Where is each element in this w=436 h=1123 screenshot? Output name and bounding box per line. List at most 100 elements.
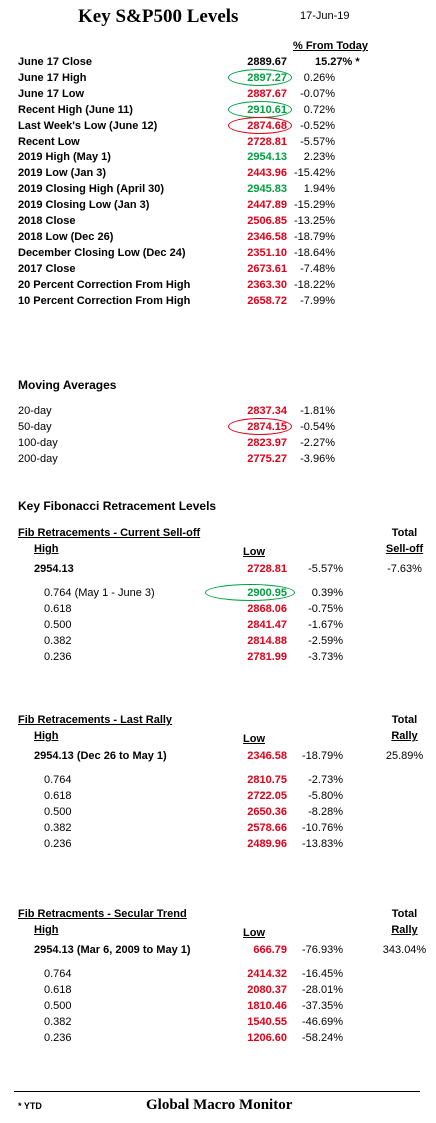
total-label: Total — [391, 714, 418, 726]
key-level-pct: -15.29% — [294, 199, 335, 212]
fib-base-value: 666.79 — [253, 944, 287, 956]
key-level-pct: -18.79% — [294, 230, 335, 243]
fib-ratio-pct: -37.35% — [302, 999, 343, 1012]
fib-ratio-pct: -3.73% — [308, 650, 343, 663]
key-level-label: June 17 Low — [18, 87, 85, 100]
high-header: High — [34, 543, 59, 555]
fib-ratio-value: 1540.55 — [247, 1015, 287, 1028]
fib-ratio-value: 1810.46 — [247, 999, 287, 1012]
key-level-pct: -7.99% — [300, 294, 335, 307]
fib-ratio-value: 2814.88 — [247, 634, 287, 647]
fib-ratio-value: 2810.75 — [247, 774, 287, 786]
fib-ratio-pct: -2.59% — [308, 634, 343, 647]
fib-ratio-label: 0.500 — [44, 618, 72, 631]
fib-base-label: 2954.13 — [34, 563, 74, 575]
key-level-value: 2351.10 — [247, 246, 287, 259]
ma-label: 20-day — [18, 405, 52, 417]
ma-pct: -1.81% — [300, 405, 335, 417]
fib-ratio-pct: -16.45% — [302, 968, 343, 980]
fib-ratio-pct: -5.80% — [308, 789, 343, 802]
fib-ratio-label: 0.382 — [44, 1015, 72, 1028]
key-level-value: 2363.30 — [247, 278, 287, 291]
key-level-value: 2447.89 — [247, 199, 287, 212]
key-level-pct: -15.42% — [294, 167, 335, 180]
fib-ratio-value: 2650.36 — [247, 805, 287, 818]
fib-ratio-pct: -13.83% — [302, 837, 343, 850]
key-level-label: 2018 Close — [18, 215, 76, 227]
key-level-pct: -7.48% — [300, 262, 335, 275]
total-label: Total — [391, 527, 418, 539]
ma-label: 50-day — [18, 420, 52, 433]
key-level-pct: -0.07% — [300, 87, 335, 100]
moving-averages-title: Moving Averages — [18, 378, 117, 392]
total-label-2: Rally — [391, 730, 418, 742]
total-label: Total — [391, 908, 418, 920]
high-header: High — [34, 730, 59, 742]
fib-ratio-value: 2868.06 — [247, 602, 287, 615]
ma-value: 2823.97 — [247, 436, 287, 449]
footnote-ytd: * YTD — [18, 1101, 42, 1111]
report-date: 17-Jun-19 — [300, 10, 350, 22]
fib-ratio-pct: -10.76% — [302, 821, 343, 834]
key-level-pct: 0.72% — [303, 103, 335, 116]
green-highlight-circle — [228, 100, 292, 118]
total-label-2: Rally — [391, 924, 418, 936]
ma-value: 2775.27 — [247, 452, 287, 465]
fib-ratio-value: 2080.37 — [247, 983, 287, 996]
fib-ratio-label: 0.500 — [44, 805, 72, 818]
footer-divider — [14, 1091, 420, 1092]
key-level-value: 2346.58 — [247, 230, 287, 243]
fib-total-value: 343.04% — [382, 944, 427, 956]
fib-ratio-label: 0.764 — [44, 968, 72, 980]
key-level-pct: -5.57% — [300, 135, 335, 148]
fib-section-title: Fib Retracements - Last Rally — [18, 714, 173, 726]
fib-section-title: Fib Retracements - Current Sell-off — [18, 527, 201, 539]
key-level-label: June 17 High — [18, 71, 87, 84]
low-header: Low — [243, 733, 265, 745]
fib-ratio-value: 2781.99 — [247, 650, 287, 663]
key-level-value: 2673.61 — [247, 262, 287, 275]
fib-total-value: -7.63% — [387, 563, 422, 575]
red-highlight-circle — [228, 116, 292, 134]
key-level-pct: 0.26% — [303, 71, 335, 84]
fib-ratio-label: 0.764 (May 1 - June 3) — [44, 587, 155, 599]
key-level-label: Last Week's Low (June 12) — [18, 119, 158, 132]
green-highlight-circle — [228, 68, 292, 86]
fib-ratio-value: 2489.96 — [247, 837, 287, 850]
key-level-value: 2658.72 — [247, 294, 287, 307]
key-level-label: June 17 Close — [18, 56, 92, 68]
key-level-value: 2728.81 — [247, 135, 287, 148]
fib-ratio-pct: -28.01% — [302, 983, 343, 996]
key-level-pct: -0.52% — [300, 119, 335, 132]
fib-base-label: 2954.13 (Dec 26 to May 1) — [34, 750, 167, 762]
fib-base-pct: -18.79% — [302, 750, 343, 762]
key-level-value: 2443.96 — [247, 167, 287, 180]
green-highlight-circle — [205, 584, 295, 601]
key-level-label: 2019 Closing High (April 30) — [18, 183, 165, 196]
key-level-label: 2018 Low (Dec 26) — [18, 230, 114, 243]
fib-ratio-label: 0.764 — [44, 774, 72, 786]
fib-ratio-pct: 0.39% — [311, 587, 343, 599]
fib-ratio-value: 1206.60 — [247, 1031, 287, 1044]
fib-ratio-label: 0.236 — [44, 1031, 72, 1044]
red-highlight-circle — [228, 417, 292, 435]
key-level-label: 2017 Close — [18, 262, 76, 275]
key-level-label: 2019 Closing Low (Jan 3) — [18, 199, 150, 212]
key-level-label: 20 Percent Correction From High — [18, 278, 191, 291]
fib-ratio-label: 0.236 — [44, 650, 72, 663]
key-level-label: 10 Percent Correction From High — [18, 294, 191, 307]
ma-label: 100-day — [18, 436, 58, 449]
fib-levels-title: Key Fibonacci Retracement Levels — [18, 499, 217, 513]
fib-ratio-pct: -46.69% — [302, 1015, 343, 1028]
page-title: Key S&P500 Levels — [78, 6, 239, 27]
ma-pct: -2.27% — [300, 436, 335, 449]
low-header: Low — [243, 927, 265, 939]
key-level-label: Recent Low — [18, 135, 80, 148]
fib-section-title: Fib Retracments - Secular Trend — [18, 908, 187, 920]
key-level-pct: 15.27% * — [315, 56, 360, 68]
fib-ratio-pct: -1.67% — [308, 618, 343, 631]
key-level-pct: 1.94% — [303, 183, 335, 196]
fib-ratio-label: 0.236 — [44, 837, 72, 850]
key-level-value: 2954.13 — [247, 151, 287, 164]
key-level-pct: -18.64% — [294, 246, 335, 259]
